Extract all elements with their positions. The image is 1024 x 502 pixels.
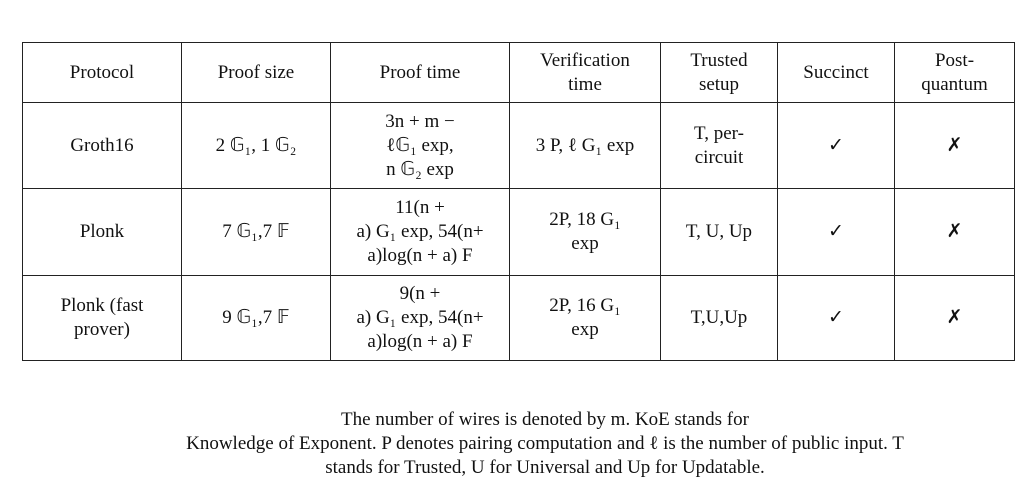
cell-line: exp [571,319,599,340]
cell-line: ✓ [828,134,844,156]
header-row: Protocol Proof size Proof time Verification… [22,42,1015,103]
cell-line: ✗ [946,307,963,328]
table-row: Groth16 2 𝔾₁, 1 𝔾₂ 3n + m − ℓ𝔾₁ exp, n 𝔾₂ ex… [22,102,1015,189]
table-cell: T, per-circuit [660,102,778,189]
caption: The number of wires is denoted by m. KoE… [0,408,1024,480]
table-cell: ✓ [777,102,895,189]
cell-line: a)log(n + a) F [367,331,473,352]
table-cell: 3 P, ℓ G₁ exp [509,102,661,189]
cell-line: Verification [540,49,630,71]
cell-line: ✗ [946,134,963,156]
cell-line: a) G₁ exp, 54(n+ [356,221,484,242]
cell-line: Post- [934,49,975,71]
cell-line: Plonk [79,221,125,242]
table-cell: Post-quantum [894,42,1015,103]
cell-line: 2P, 18 G₁ [549,209,621,230]
cell-line: quantum [921,73,988,95]
caption-line: Knowledge of Exponent. P denotes pairing… [186,433,904,454]
table-row: Plonk 7 𝔾₁,7 𝔽 11(n + a) G₁ exp, 54(n+ a)log… [22,188,1015,276]
table-cell: 11(n + a) G₁ exp, 54(n+ a)log(n + a) F [330,188,510,276]
table-cell: 9 𝔾₁,7 𝔽 [181,275,331,361]
table-cell: T,U,Up [660,275,778,361]
cell-line: a)log(n + a) F [367,245,473,266]
caption-line: stands for Trusted, U for Universal and … [325,457,765,478]
table-cell: ✓ [777,275,895,361]
table-cell: T, U, Up [660,188,778,276]
table-cell: Verification time [509,42,661,103]
cell-line: T, U, Up [685,221,753,242]
cell-line: exp [571,233,599,254]
table-cell: Plonk (fast prover) [22,275,182,361]
cell-line: 3 P, ℓ G₁ exp [535,134,635,156]
table-row: Plonk (fast prover) 9 𝔾₁,7 𝔽 9(n + a) G₁ exp… [22,275,1015,361]
comparison-table: Protocol Proof size Proof time Verification… [22,42,1015,361]
table-cell: 2P, 18 G₁ exp [509,188,661,276]
table-cell: ✗ [894,275,1015,361]
cell-line: T,U,Up [690,307,748,328]
cell-line: Groth16 [70,134,134,156]
cell-line: ℓ𝔾₁ exp, [386,134,454,156]
cell-line: Protocol [69,61,135,83]
cell-line: 3n + m − [385,110,455,132]
cell-line: Plonk (fast [60,295,144,316]
table-cell: Proof size [181,42,331,103]
cell-line: circuit [694,146,744,168]
cell-line: 7 𝔾₁,7 𝔽 [222,221,290,242]
table-cell: 9(n + a) G₁ exp, 54(n+ a)log(n + a) F [330,275,510,361]
cell-line: Proof time [379,61,461,83]
cell-line: T, per- [694,122,744,144]
table-cell: 2 𝔾₁, 1 𝔾₂ [181,102,331,189]
cell-line: prover) [74,319,130,340]
cell-line: ✓ [828,221,844,242]
cell-line: 9(n + [399,283,441,304]
table-cell: Trusted setup [660,42,778,103]
table-cell: Protocol [22,42,182,103]
table-cell: Plonk [22,188,182,276]
cell-line: 11(n + [395,197,445,218]
table-cell: 3n + m − ℓ𝔾₁ exp, n 𝔾₂ exp [330,102,510,189]
cell-line: ✓ [828,307,844,328]
cell-line: Proof size [217,61,295,83]
cell-line: setup [698,73,740,95]
table-cell: ✗ [894,188,1015,276]
caption-line: The number of wires is denoted by m. KoE… [341,409,749,430]
cell-line: ✗ [946,221,963,242]
cell-line: Trusted [690,49,748,71]
table-cell: Groth16 [22,102,182,189]
cell-line: Succinct [803,61,869,83]
cell-line: n 𝔾₂ exp [386,158,454,180]
table-body: Protocol Proof size Proof time Verification… [22,42,1015,361]
table-cell: ✓ [777,188,895,276]
table-cell: Succinct [777,42,895,103]
table-cell: Proof time [330,42,510,103]
cell-line: 2 𝔾₁, 1 𝔾₂ [215,134,297,156]
cell-line: 2P, 16 G₁ [549,295,621,316]
cell-line: time [568,73,602,95]
table-cell: ✗ [894,102,1015,189]
cell-line: a) G₁ exp, 54(n+ [356,307,484,328]
table-cell: 2P, 16 G₁ exp [509,275,661,361]
table-cell: 7 𝔾₁,7 𝔽 [181,188,331,276]
cell-line: 9 𝔾₁,7 𝔽 [222,307,290,328]
